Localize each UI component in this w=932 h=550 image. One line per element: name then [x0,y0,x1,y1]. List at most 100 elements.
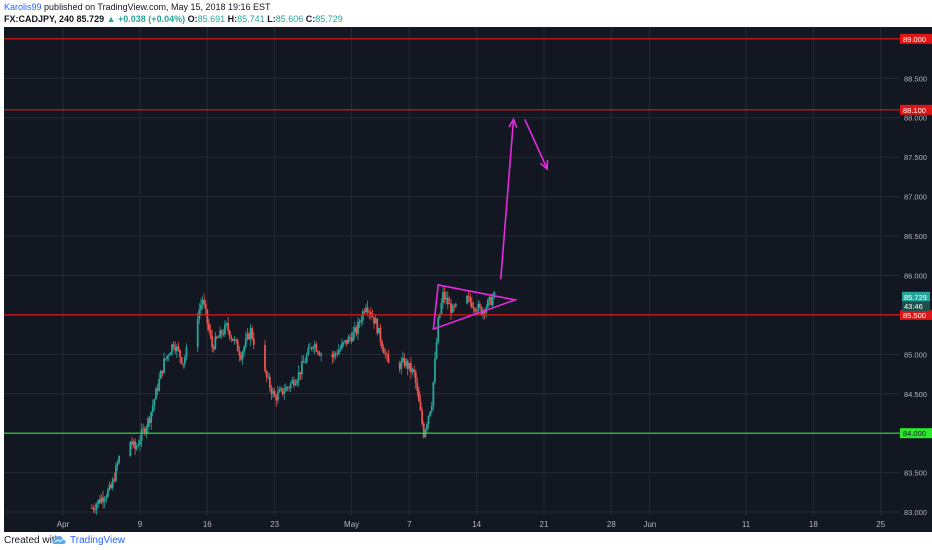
low-value: 85.606 [275,14,304,24]
candle-body [350,337,353,342]
candle-body [376,318,379,334]
candle-body [426,424,428,430]
price-line-label-bg [900,428,932,439]
candle-body [366,307,369,312]
candle-body [270,387,273,394]
close-value: 85.729 [315,14,343,24]
candle-body [196,319,199,348]
candle-body [419,401,422,411]
candle-body [267,376,270,378]
candle-body [438,313,441,319]
arrow-down-drawing-shaft [524,118,548,170]
candle-body [418,390,420,402]
time-tick-label: 9 [138,520,143,529]
candle-body [400,361,403,369]
candle-body [235,339,238,341]
candle-body [280,388,282,390]
candle-body [434,358,436,382]
candle-body [276,392,279,401]
triangle-pattern-drawing [432,283,519,331]
chart-footer: Created with TradingView [0,532,932,550]
price-line-label-bg [900,33,932,44]
candle-body [352,331,355,342]
candle-body [182,363,185,365]
candle-body [105,496,108,500]
candle-body [169,353,172,356]
candle-body [150,411,153,423]
plot-background [4,27,900,516]
candle-body [145,427,148,434]
candle-body [110,484,112,488]
candle-body [291,380,294,384]
candle-body [381,341,383,349]
price-tick-label: 86.500 [904,232,927,241]
time-tick-label: 11 [742,520,751,529]
candle-body [448,303,451,305]
candle-body [199,304,202,310]
candle-body [305,355,308,363]
candle-body [156,388,159,391]
price-line-label: 88.100 [903,106,926,115]
candle-body [357,321,359,334]
candle-body [368,311,371,313]
price-line-label-bg [900,104,932,115]
candle-body [240,355,242,360]
price-line-label-bg [900,309,932,320]
candle-body [164,358,167,360]
candle-body [333,353,335,358]
tradingview-brand[interactable]: TradingView [70,535,126,546]
candle-body [148,418,151,423]
candle-body [249,328,252,340]
candle-body [252,338,255,345]
candle-body [135,445,138,450]
candle-body [278,389,281,393]
candle-body [147,418,149,428]
candle-body [411,369,414,373]
time-tick-label: 23 [270,520,279,529]
candle-body [292,380,295,386]
candle-body [379,327,382,342]
candle-body [443,291,446,300]
candle-body [334,353,337,355]
candle-body [219,330,222,338]
candle-body [98,499,101,503]
price-tick-label: 84.500 [904,390,927,399]
candle-body [103,499,106,502]
candle-body [214,336,217,350]
candle-body [414,371,417,384]
chart-header: Karolis99 published on TradingView.com, … [0,0,932,27]
candle-body [185,347,188,358]
arrow-down-drawing-head [539,159,549,171]
candle-body [374,318,377,324]
arrow-up-drawing-head [508,117,518,128]
open-label: O: [187,14,198,24]
candle-body [233,339,236,341]
candle-body [482,310,484,316]
candle-body [246,333,249,339]
candle-body [137,444,140,446]
time-tick-label: 28 [607,520,616,529]
candle-body [180,357,183,364]
time-tick-label: May [344,520,359,529]
candle-body [211,335,214,348]
candle-body [446,297,449,305]
candle-body [363,311,366,313]
author-link[interactable]: Karolis99 [4,2,42,12]
candle-body [289,383,292,388]
candle-body [244,338,247,347]
candle-body [206,309,209,324]
candle-body [360,320,363,323]
close-label: C: [305,14,316,24]
candle-body [451,305,454,313]
candle-body [437,318,440,343]
candle-body [480,306,483,316]
candle-body [183,357,186,365]
candle-body [166,355,169,359]
price-tick-label: 87.500 [904,153,927,162]
candle-body [304,362,307,363]
candle-body [102,497,104,502]
candle-body [140,429,143,441]
candle-body [203,300,205,304]
candle-body [143,428,146,434]
